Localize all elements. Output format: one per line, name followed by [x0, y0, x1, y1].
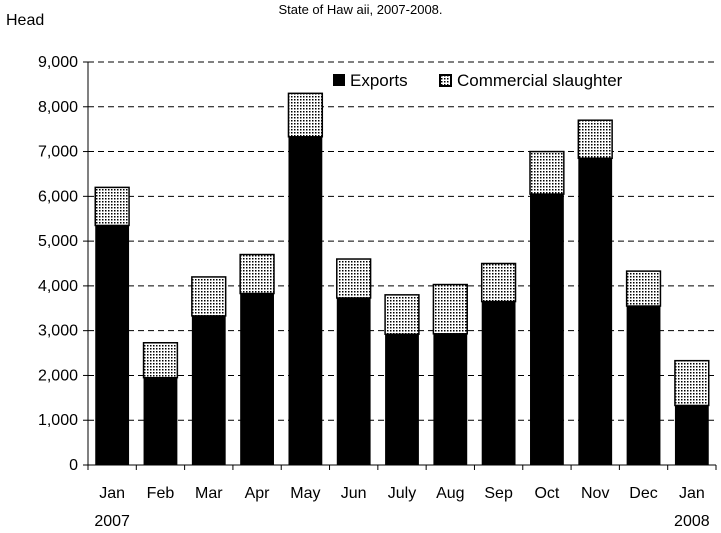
bar-commercial-slaughter — [384, 294, 420, 335]
x-tick-label: Jan — [99, 485, 125, 502]
bar-exports — [95, 225, 130, 465]
bar-commercial-slaughter — [577, 119, 613, 160]
bar-exports — [674, 405, 709, 465]
y-tick-label: 2,000 — [38, 367, 78, 384]
bar-exports — [433, 333, 468, 465]
y-tick-label: 0 — [69, 457, 78, 474]
chart-subtitle: State of Haw aii, 2007-2008. — [278, 2, 443, 17]
bar-exports — [336, 297, 371, 465]
y-tick-label: 9,000 — [38, 54, 78, 71]
bar-commercial-slaughter — [625, 270, 662, 307]
y-axis-label: Head — [6, 12, 45, 29]
y-tick-label: 4,000 — [38, 278, 78, 295]
year-label-end: 2008 — [674, 513, 710, 530]
y-tick-label: 1,000 — [38, 412, 78, 429]
x-tick-label: Feb — [147, 485, 175, 502]
year-label-start: 2007 — [94, 513, 130, 530]
bar-exports — [240, 293, 274, 465]
y-tick-label: 6,000 — [38, 188, 78, 205]
bar-exports — [578, 158, 613, 465]
y-tick-label: 8,000 — [38, 99, 78, 116]
bar-commercial-slaughter — [191, 276, 227, 317]
x-tick-label: Sep — [484, 485, 513, 502]
bar-exports — [481, 301, 516, 465]
legend-swatch-commercial-slaughter — [439, 74, 452, 87]
bar-exports — [626, 306, 661, 465]
bar-exports — [385, 334, 419, 465]
bar-commercial-slaughter — [94, 186, 130, 227]
x-tick-label: Oct — [534, 485, 559, 502]
bar-commercial-slaughter — [480, 262, 517, 303]
bar-commercial-slaughter — [287, 92, 324, 138]
x-tick-label: Apr — [245, 485, 271, 502]
y-tick-label: 5,000 — [38, 233, 78, 250]
bar-exports — [191, 315, 226, 465]
x-tick-label: Aug — [436, 485, 464, 502]
legend: Exports Commercial slaughter — [333, 71, 623, 90]
bar-commercial-slaughter — [674, 359, 710, 407]
legend-swatch-exports — [333, 74, 345, 86]
bar-commercial-slaughter — [432, 283, 468, 335]
legend-label-commercial-slaughter: Commercial slaughter — [457, 71, 623, 90]
legend-label-exports: Exports — [350, 71, 408, 90]
bar-commercial-slaughter — [529, 150, 565, 195]
bar-commercial-slaughter — [142, 342, 179, 379]
y-tick-label: 7,000 — [38, 144, 78, 161]
x-tick-label: Jun — [341, 485, 367, 502]
bar-exports — [530, 194, 564, 465]
bar-commercial-slaughter — [239, 253, 275, 295]
x-tick-label: Jan — [679, 485, 705, 502]
bar-exports — [288, 136, 323, 466]
y-tick-label: 3,000 — [38, 323, 78, 340]
bar-exports — [143, 377, 178, 465]
x-tick-label: July — [388, 485, 416, 502]
bar-commercial-slaughter — [336, 258, 372, 299]
x-tick-label: Mar — [195, 485, 223, 502]
x-tick-label: May — [290, 485, 320, 502]
x-tick-label: Nov — [581, 485, 609, 502]
x-tick-label: Dec — [629, 485, 657, 502]
